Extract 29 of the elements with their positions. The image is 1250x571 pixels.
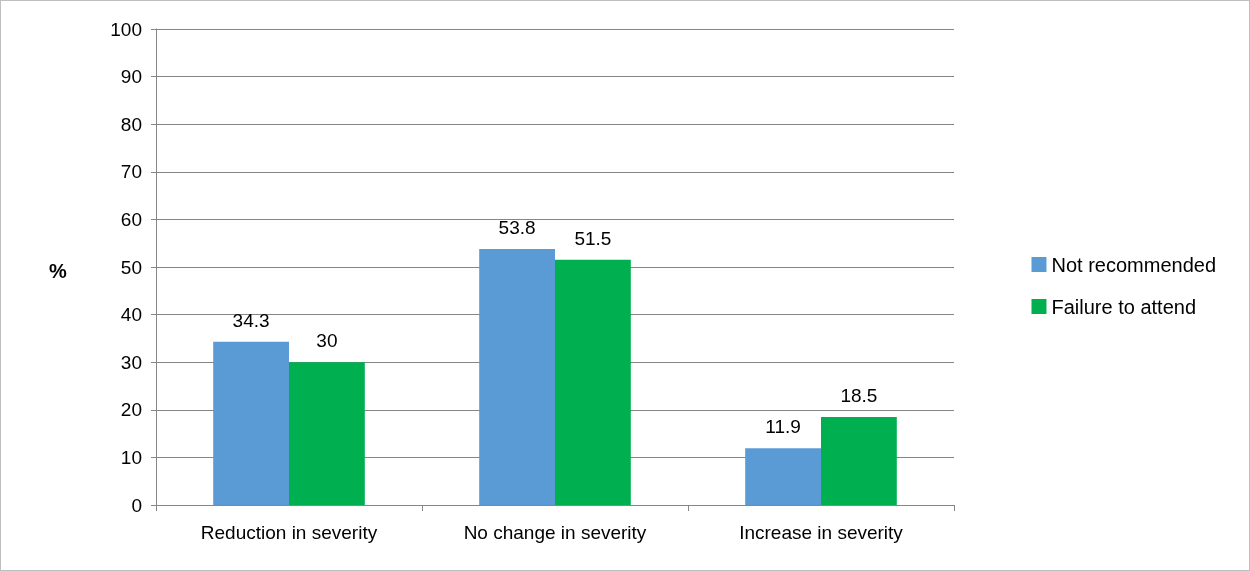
x-tick-label: Increase in severity bbox=[739, 522, 904, 543]
y-tick-label: 50 bbox=[120, 256, 142, 278]
bar bbox=[213, 341, 289, 505]
y-tick-label: 40 bbox=[120, 304, 142, 326]
data-label: 51.5 bbox=[574, 227, 612, 249]
y-tick-label: 70 bbox=[120, 161, 142, 183]
x-tick-label: Reduction in severity bbox=[200, 522, 378, 543]
data-label: 11.9 bbox=[765, 416, 801, 438]
bar bbox=[289, 362, 365, 505]
y-tick-label: 90 bbox=[120, 66, 142, 88]
data-label: 34.3 bbox=[232, 309, 270, 331]
y-tick-label: 80 bbox=[120, 113, 142, 135]
y-tick-label: 20 bbox=[120, 399, 142, 421]
bar bbox=[745, 448, 821, 505]
bar bbox=[821, 416, 897, 505]
y-tick-label: 30 bbox=[120, 351, 142, 373]
data-label: 30 bbox=[316, 330, 338, 352]
legend-label: Failure to attend bbox=[1051, 295, 1197, 318]
y-tick-label: 100 bbox=[110, 18, 142, 40]
x-tick-label: No change in severity bbox=[463, 522, 647, 543]
y-tick-label: 10 bbox=[120, 446, 142, 468]
y-tick-label: 60 bbox=[120, 208, 142, 230]
bar bbox=[479, 248, 555, 505]
y-axis-title: % bbox=[49, 260, 67, 282]
data-label: 18.5 bbox=[840, 384, 878, 406]
legend-label: Not recommended bbox=[1051, 253, 1217, 276]
bar bbox=[555, 259, 631, 505]
data-label: 53.8 bbox=[498, 216, 536, 238]
y-tick-label: 0 bbox=[131, 494, 142, 516]
